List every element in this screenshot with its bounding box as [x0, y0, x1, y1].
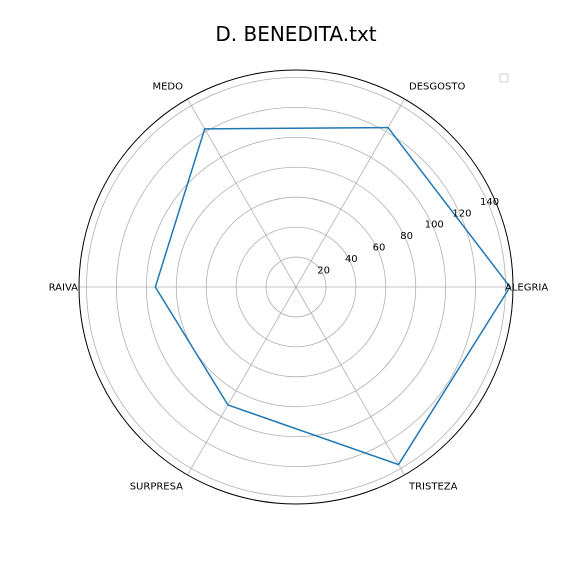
r-tick-label-40: 40 — [345, 254, 358, 265]
category-label-alegria: ALEGRIA — [505, 283, 548, 294]
label-layer: 20 40 60 80 100 120 140 ALEGRIA DESGOSTO MEDO RAIV… — [49, 81, 549, 492]
r-tick-label-20: 20 — [317, 266, 330, 277]
chart-title: D. BENEDITA.txt — [215, 22, 376, 46]
category-label-medo: MEDO — [152, 81, 183, 92]
category-label-desgosto: DESGOSTO — [409, 81, 465, 92]
r-tick-label-120: 120 — [452, 208, 471, 219]
polar-frame — [78, 69, 514, 505]
series-line — [154, 126, 511, 466]
category-label-surpresa: SURPRESA — [130, 482, 183, 493]
r-tick-label-140: 140 — [480, 197, 499, 208]
grid-layer — [78, 69, 514, 505]
legend-box — [499, 73, 509, 83]
category-label-tristeza: TRISTEZA — [408, 482, 458, 493]
r-tick-label-80: 80 — [400, 231, 413, 242]
series-layer — [154, 126, 511, 466]
spoke-tristeza — [295, 286, 405, 476]
r-tick-label-60: 60 — [373, 243, 386, 254]
spoke-surpresa — [187, 286, 297, 476]
spoke-medo — [187, 98, 297, 288]
r-tick-label-100: 100 — [425, 220, 444, 231]
category-label-raiva: RAIVA — [49, 283, 79, 294]
spoke-desgosto — [295, 98, 405, 288]
